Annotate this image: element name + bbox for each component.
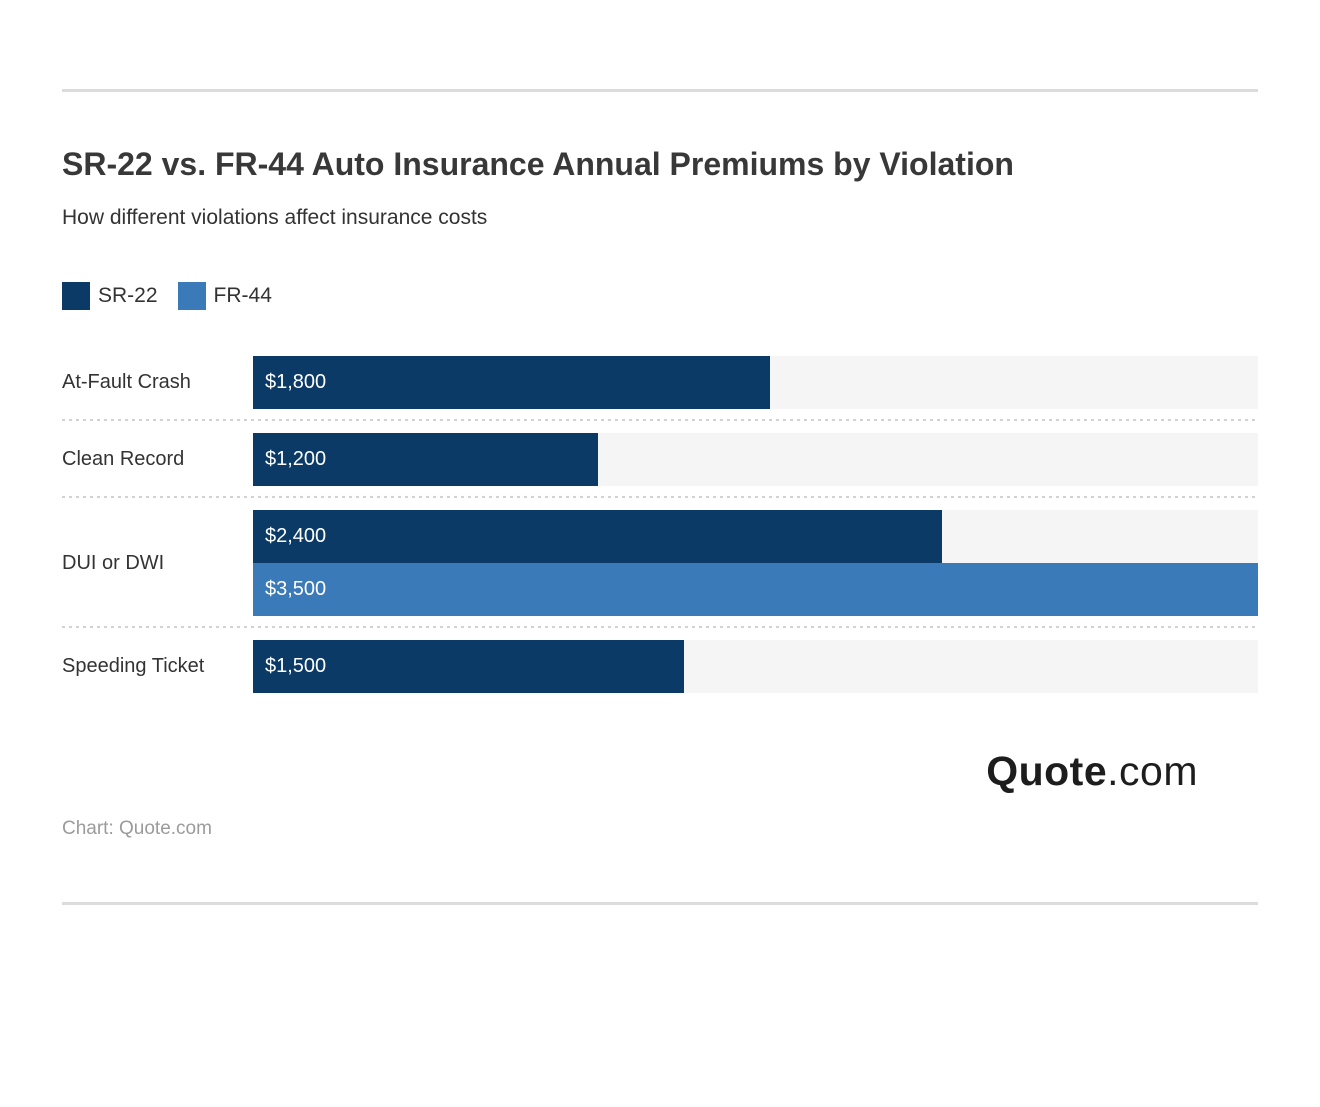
row-separator	[62, 496, 1258, 498]
sr22-swatch-icon	[62, 282, 90, 310]
page-content: SR-22 vs. FR-44 Auto Insurance Annual Pr…	[62, 89, 1258, 905]
bar-track: $1,800	[253, 356, 1258, 409]
brand-logo-bold: Quote	[986, 748, 1108, 794]
brand-logo: Quote.com	[62, 751, 1258, 792]
row-label: DUI or DWI	[62, 551, 165, 574]
page-title: SR-22 vs. FR-44 Auto Insurance Annual Pr…	[62, 146, 1014, 182]
bar-track: $1,200	[253, 433, 1258, 486]
legend-label-fr44: FR-44	[213, 284, 272, 307]
bar-value-label: $3,500	[265, 578, 327, 600]
legend-item-fr44: FR-44	[177, 282, 272, 310]
bar-row-dui-or-dwi: DUI or DWI $2,400 $3,500	[62, 510, 1258, 616]
row-separator	[62, 419, 1258, 421]
legend-label-sr22: SR-22	[98, 284, 158, 307]
brand-logo-light: .com	[1107, 748, 1198, 794]
row-separator	[62, 626, 1258, 628]
bar-value-label: $1,200	[265, 448, 327, 470]
bar-track: $1,500	[253, 640, 1258, 693]
bottom-divider	[62, 902, 1258, 905]
fr44-bar: $3,500	[253, 563, 1258, 616]
legend: SR-22 FR-44	[62, 282, 1258, 310]
chart-subtitle: How different violations affect insuranc…	[62, 206, 488, 229]
bar-row-at-fault-crash: At-Fault Crash $1,800	[62, 356, 1258, 409]
row-label: At-Fault Crash	[62, 371, 191, 393]
bar-track: $2,400	[253, 510, 1258, 563]
bar-value-label: $1,500	[265, 655, 327, 677]
fr44-swatch-icon	[177, 282, 206, 310]
bar-chart: At-Fault Crash $1,800 Clean Record $1,20…	[62, 356, 1258, 693]
sr22-bar: $1,200	[253, 433, 598, 486]
sr22-bar: $2,400	[253, 510, 943, 563]
bar-track: $3,500	[253, 563, 1258, 616]
bar-value-label: $1,800	[265, 371, 327, 393]
row-label: Clean Record	[62, 448, 185, 470]
bar-value-label: $2,400	[265, 525, 327, 547]
row-label: Speeding Ticket	[62, 655, 205, 677]
sr22-bar: $1,800	[253, 356, 770, 409]
chart-source-caption: Chart: Quote.com	[62, 818, 212, 839]
bar-row-speeding-ticket: Speeding Ticket $1,500	[62, 640, 1258, 693]
sr22-bar: $1,500	[253, 640, 684, 693]
top-divider	[62, 89, 1258, 92]
legend-item-sr22: SR-22	[62, 282, 158, 310]
bar-row-clean-record: Clean Record $1,200	[62, 433, 1258, 486]
